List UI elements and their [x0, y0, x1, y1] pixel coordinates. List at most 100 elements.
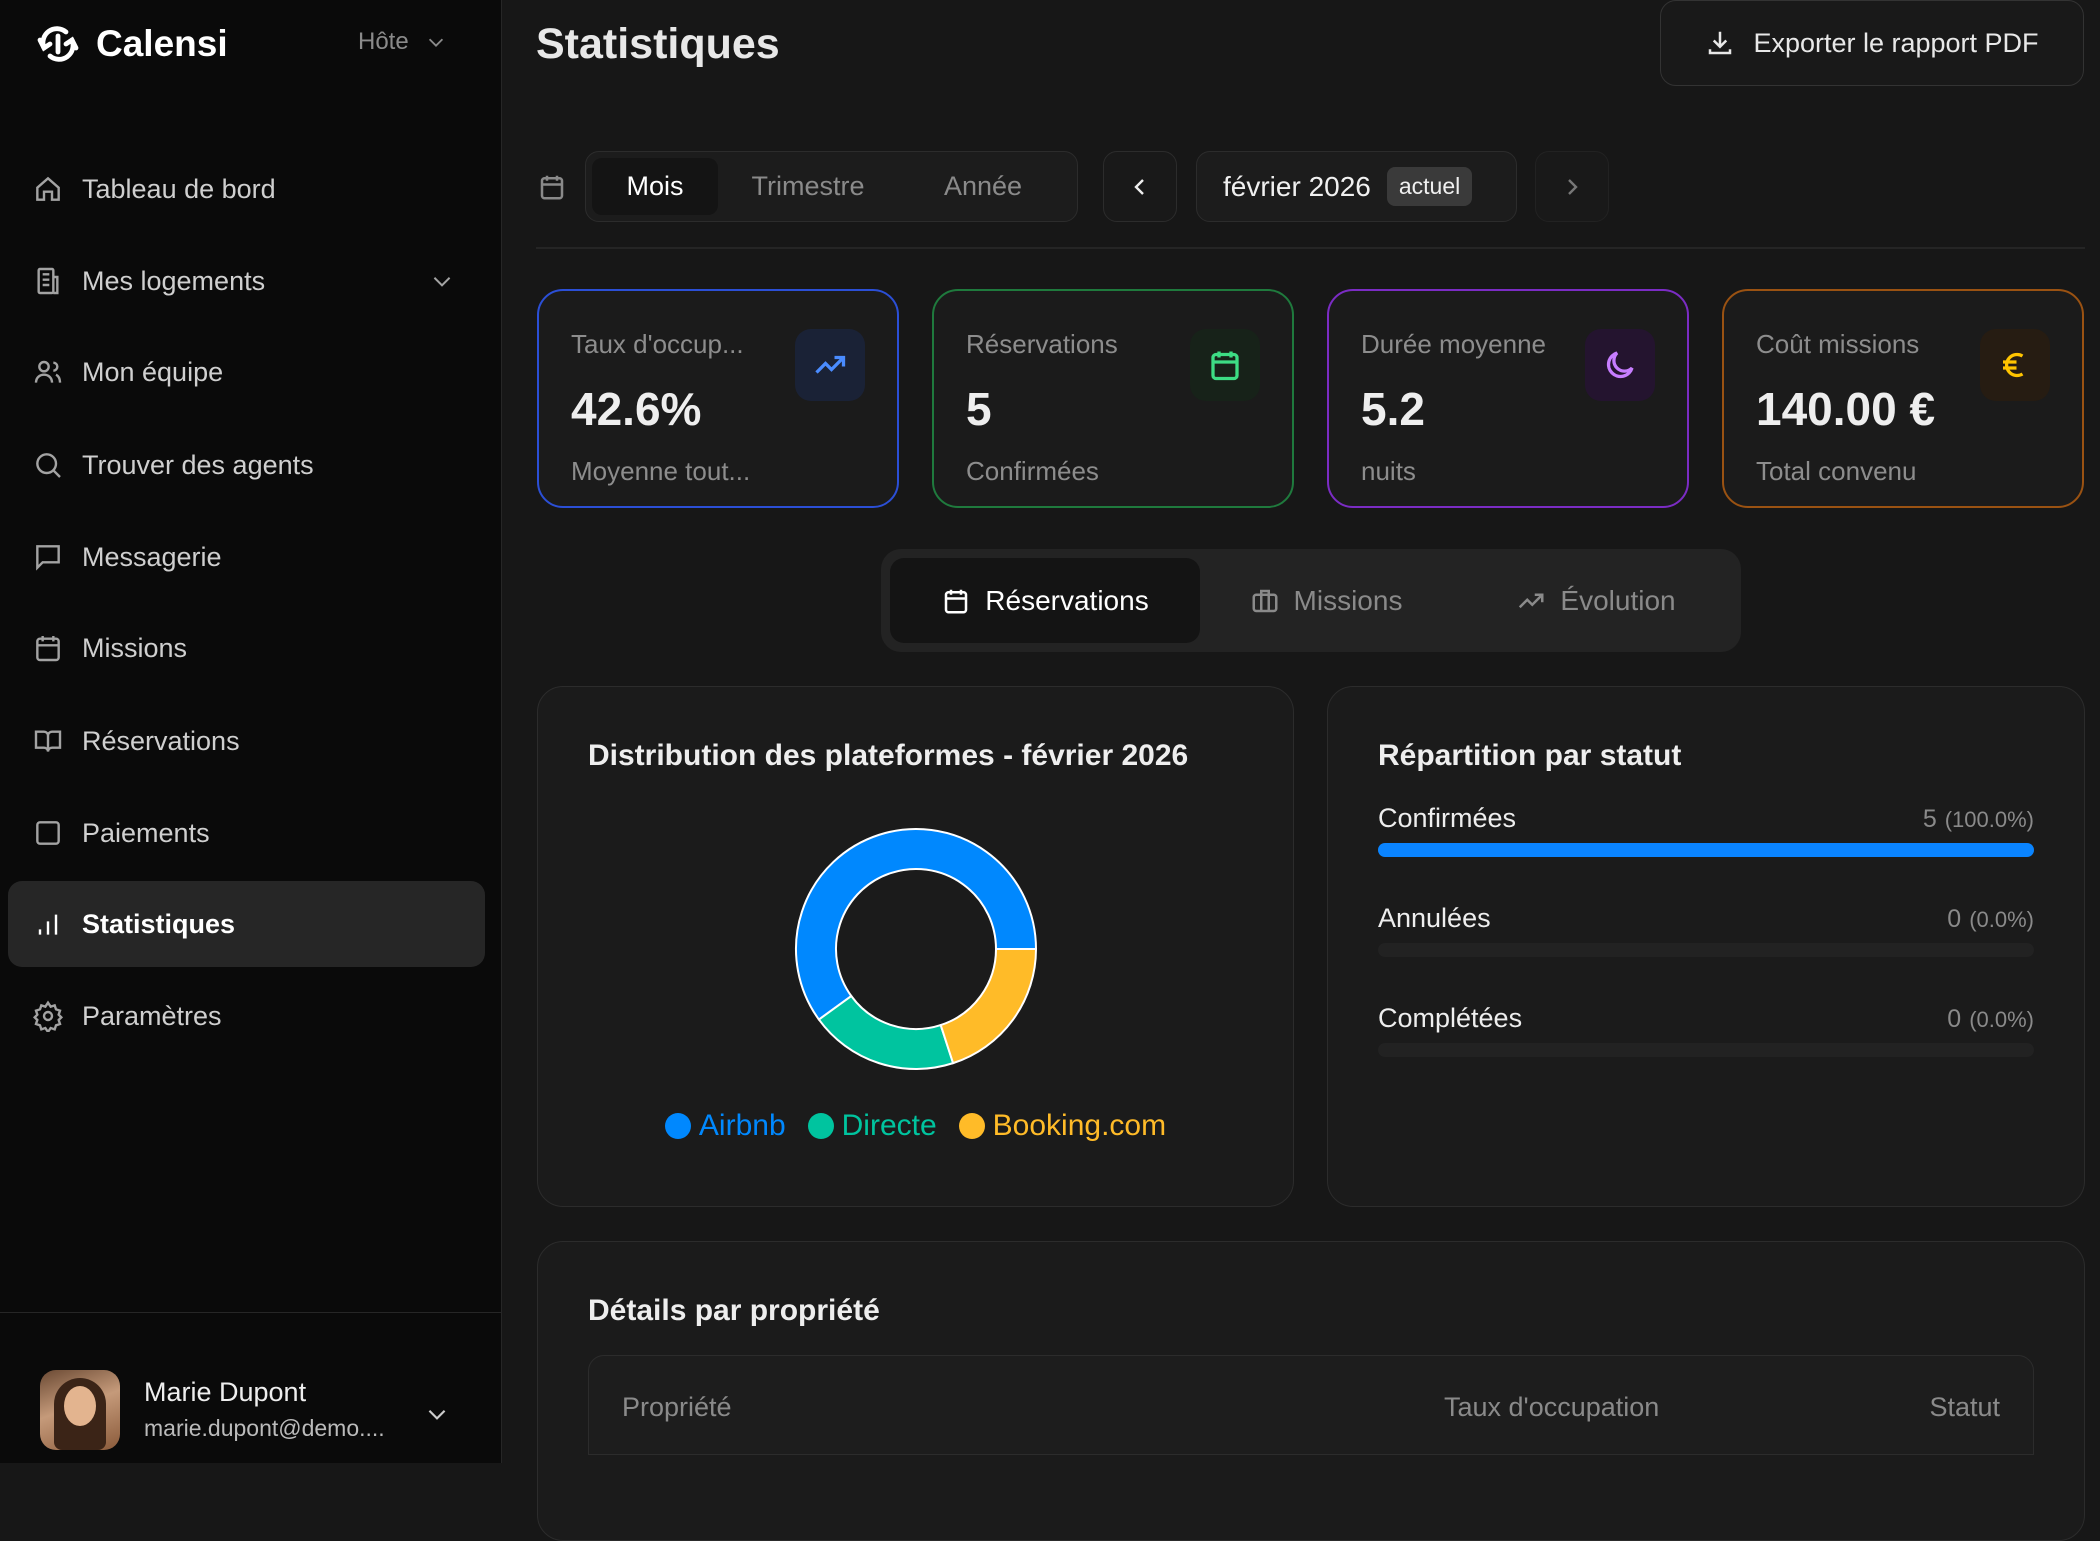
- message-icon: [36, 545, 60, 571]
- status-label: Complétées: [1378, 1003, 1523, 1033]
- column-status: Statut: [1929, 1392, 2000, 1422]
- calendar-icon: [36, 636, 60, 662]
- legend-item: Booking.com: [958, 1109, 1167, 1143]
- period-quarter[interactable]: Trimestre: [751, 171, 865, 201]
- briefcase-icon: [1252, 589, 1278, 612]
- status-percent: (0.0%): [1969, 1007, 2034, 1032]
- tab-evolution[interactable]: Évolution: [1461, 558, 1731, 643]
- kpi-icon-badge: [1190, 329, 1260, 401]
- divider: [536, 247, 2085, 249]
- kpi-subtitle: Confirmées: [966, 456, 1099, 486]
- status-breakdown-card: Répartition par statut Confirmées 5 (100.0…: [1327, 686, 2085, 1207]
- donut-slice-airbnb[interactable]: [795, 828, 1038, 1021]
- sidebar-item-label: Missions: [82, 632, 188, 663]
- calendar-icon: [1211, 351, 1239, 381]
- kpi-card: Réservations 5 Confirmées: [932, 289, 1294, 508]
- tab-missions[interactable]: Missions: [1201, 558, 1451, 643]
- kpi-subtitle: nuits: [1361, 456, 1416, 486]
- main-content: Statistiques Exporter le rapport PDF Moi…: [503, 0, 2100, 1541]
- status-label: Annulées: [1378, 903, 1491, 933]
- sidebar-item-missions[interactable]: Missions: [8, 605, 485, 691]
- kpi-subtitle: Total convenu: [1756, 456, 1917, 486]
- status-progress-bar: [1378, 1043, 2034, 1057]
- donut-slice-booking-com[interactable]: [939, 948, 1038, 1065]
- current-badge: actuel: [1386, 167, 1473, 206]
- calendar-icon: [540, 175, 564, 200]
- sidebar-item-reservations[interactable]: Réservations: [8, 698, 485, 784]
- gear-icon: [32, 1000, 64, 1032]
- legend-label: Booking.com: [992, 1109, 1167, 1142]
- kpi-label: Taux d'occup...: [571, 329, 744, 359]
- sidebar-item-label: Mon équipe: [82, 356, 224, 387]
- stats-tabs: Réservations Missions Évolution: [881, 549, 1741, 652]
- tab-reservations[interactable]: Réservations: [890, 558, 1200, 643]
- status-title: Répartition par statut: [1378, 739, 1682, 772]
- calendar-icon: [945, 589, 968, 613]
- search-icon: [36, 453, 61, 478]
- avatar: [40, 1370, 120, 1450]
- logo[interactable]: Calensi: [34, 20, 228, 68]
- status-percent: (0.0%): [1969, 907, 2034, 932]
- chart-legend: Airbnb Directe Booking.com: [538, 1109, 1293, 1143]
- sidebar-item-parametres[interactable]: Paramètres: [8, 973, 485, 1059]
- status-count: 0 (0.0%): [1947, 1005, 2034, 1034]
- bar-chart-icon: [38, 914, 58, 935]
- status-count: 5 (100.0%): [1923, 805, 2034, 834]
- sidebar-item-paiements[interactable]: Paiements: [8, 790, 485, 876]
- legend-item: Directe: [807, 1109, 937, 1143]
- chart-title: Distribution des plateformes - février 2…: [588, 739, 1189, 772]
- chevron-right-icon: [1568, 178, 1578, 195]
- sidebar-item-mes-logements[interactable]: Mes logements: [8, 238, 485, 324]
- trending-up-icon: [815, 355, 846, 374]
- sidebar-item-label: Trouver des agents: [82, 449, 314, 480]
- status-row: Annulées 0 (0.0%): [1378, 903, 2034, 957]
- current-period: février 2026 actuel: [1196, 151, 1517, 222]
- status-progress-fill: [1378, 843, 2034, 857]
- status-count-value: 0: [1947, 1005, 1962, 1033]
- chevron-left-icon: [1134, 178, 1144, 195]
- sidebar-item-label: Mes logements: [82, 265, 266, 296]
- sidebar-item-trouver-des-agents[interactable]: Trouver des agents: [8, 422, 485, 508]
- kpi-label: Coût missions: [1756, 329, 1920, 359]
- status-count-value: 0: [1947, 905, 1962, 933]
- status-percent: (100.0%): [1944, 807, 2034, 832]
- next-period-button[interactable]: [1535, 151, 1609, 222]
- column-property: Propriété: [622, 1392, 732, 1422]
- sidebar-item-mon-equipe[interactable]: Mon équipe: [8, 329, 485, 415]
- period-year[interactable]: Année: [943, 171, 1023, 201]
- kpi-card: Coût missions 140.00 € Total convenu: [1722, 289, 2084, 508]
- user-menu[interactable]: Marie Dupont marie.dupont@demo....: [0, 1312, 502, 1463]
- building-icon: [37, 267, 59, 295]
- sidebar-item-statistiques[interactable]: Statistiques: [8, 881, 485, 967]
- sidebar-item-label: Tableau de bord: [82, 173, 276, 204]
- app-name: Calensi: [96, 23, 228, 64]
- page-title: Statistiques: [536, 20, 780, 68]
- kpi-value: 5.2: [1361, 383, 1425, 435]
- chevron-down-icon: [428, 38, 443, 47]
- kpi-label: Durée moyenne: [1361, 329, 1546, 359]
- legend-dot: [664, 1113, 691, 1139]
- sidebar-item-label: Statistiques: [82, 908, 236, 939]
- tab-label: Missions: [1293, 584, 1403, 616]
- kpi-subtitle: Moyenne tout...: [571, 456, 751, 486]
- sidebar-item-tableau-de-bord[interactable]: Tableau de bord: [8, 146, 485, 232]
- download-icon: [1709, 31, 1732, 55]
- sidebar-item-label: Messagerie: [82, 541, 222, 572]
- kpi-card: Taux d'occup... 42.6% Moyenne tout...: [537, 289, 899, 508]
- legend-label: Airbnb: [698, 1109, 786, 1142]
- kpi-card: Durée moyenne 5.2 nuits: [1327, 289, 1689, 508]
- table-header: Propriété Taux d'occupation Statut: [588, 1355, 2034, 1455]
- export-label: Exporter le rapport PDF: [1753, 27, 2039, 58]
- details-title: Détails par propriété: [588, 1294, 880, 1327]
- kpi-value: 42.6%: [571, 383, 702, 435]
- status-count-value: 5: [1922, 805, 1937, 833]
- kpi-icon-badge: [795, 329, 865, 401]
- sidebar-item-messagerie[interactable]: Messagerie: [8, 514, 485, 600]
- donut-slice-directe[interactable]: [817, 994, 955, 1070]
- previous-period-button[interactable]: [1103, 151, 1177, 222]
- role-selector[interactable]: Hôte: [358, 28, 447, 56]
- status-progress-bar: [1378, 843, 2034, 857]
- period-month[interactable]: Mois: [592, 158, 718, 215]
- status-row: Complétées 0 (0.0%): [1378, 1003, 2034, 1057]
- export-pdf-button[interactable]: Exporter le rapport PDF: [1660, 0, 2084, 86]
